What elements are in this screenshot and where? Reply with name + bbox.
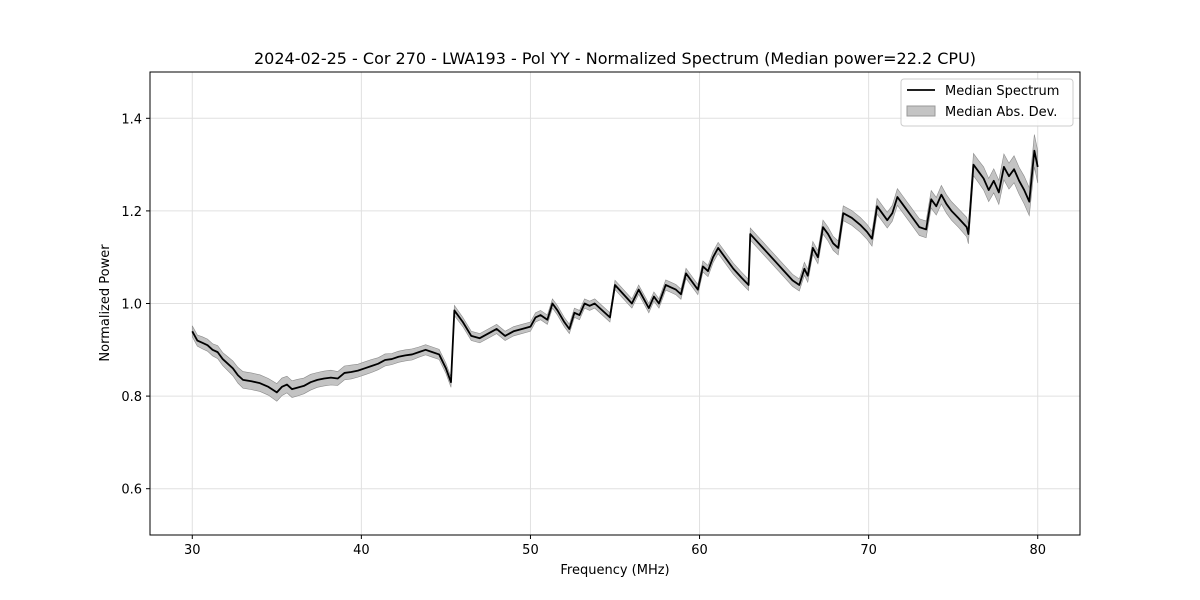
y-axis-label: Normalized Power [98,244,113,362]
y-tick-label: 0.8 [121,390,142,405]
legend-label-median-abs-dev: Median Abs. Dev. [945,105,1057,120]
x-tick-label: 70 [860,543,877,558]
chart-title: 2024-02-25 - Cor 270 - LWA193 - Pol YY -… [254,49,976,68]
y-tick-label: 0.6 [121,483,142,498]
legend-band-swatch [906,105,936,117]
x-tick-label: 50 [522,543,539,558]
axis-ticks: 30 40 50 60 70 80 0.6 0.8 1.0 1.2 1.4 [121,112,1046,558]
legend: Median Spectrum Median Abs. Dev. [900,78,1074,127]
y-tick-label: 1.0 [121,298,142,313]
x-tick-label: 30 [184,543,201,558]
y-tick-label: 1.2 [121,205,142,220]
x-tick-label: 60 [691,543,708,558]
legend-box [900,78,1074,127]
legend-label-median-spectrum: Median Spectrum [945,84,1059,99]
x-tick-label: 40 [353,543,370,558]
median-spectrum-line [191,149,1039,394]
plot-data [191,134,1039,402]
x-tick-label: 80 [1029,543,1046,558]
y-tick-label: 1.4 [121,112,142,127]
median-abs-dev-band [191,134,1039,402]
x-axis-label: Frequency (MHz) [560,563,669,578]
